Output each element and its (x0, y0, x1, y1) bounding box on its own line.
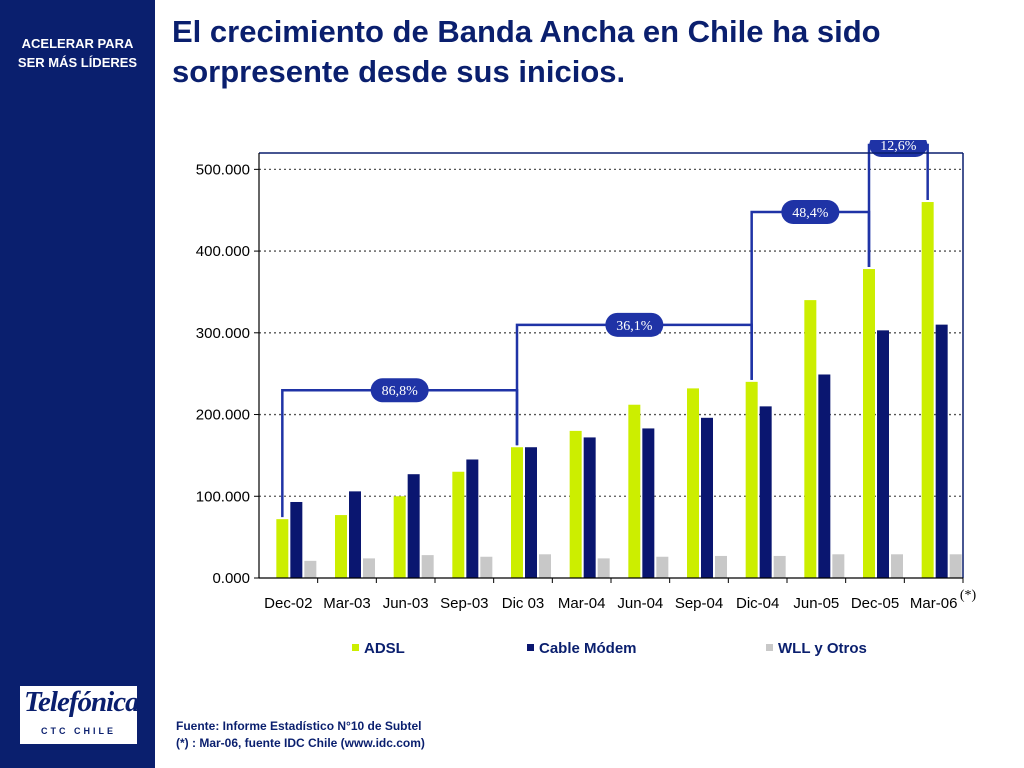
legend-swatch (766, 644, 773, 651)
y-tick-label: 200.000 (196, 407, 250, 424)
wll-otros-bar (304, 560, 317, 578)
cable-modem-bar (349, 491, 361, 578)
adsl-bar (804, 300, 817, 578)
adsl-bar (335, 515, 347, 578)
wll-otros-bar (891, 554, 903, 578)
adsl-bar (276, 519, 289, 578)
cable-modem-bar (701, 417, 713, 578)
x-tick-label: Jun-05 (793, 595, 839, 612)
adsl-bar (687, 388, 699, 578)
adsl-bar (863, 269, 875, 578)
wll-otros-bar (363, 558, 375, 578)
x-tick-label: Dic 03 (502, 595, 545, 612)
y-tick-label: 500.000 (196, 161, 250, 178)
x-tick-label: Dec-05 (851, 595, 899, 612)
sidebar: ACELERAR PARA SER MÁS LÍDERES Telefónica… (0, 0, 155, 768)
x-tick-label: Jun-03 (383, 595, 429, 612)
x-tick-label: Sep-04 (675, 595, 723, 612)
x-tick-label: Sep-03 (440, 595, 488, 612)
x-tick-label: Dec-02 (264, 595, 312, 612)
legend-swatch (352, 644, 359, 651)
cable-modem-bar (290, 501, 303, 578)
wll-otros-bar (421, 555, 434, 578)
cable-modem-bar (525, 447, 537, 578)
tagline-line-1: ACELERAR PARA (21, 36, 134, 51)
footnote-line-2: (*) : Mar-06, fuente IDC Chile (www.idc.… (176, 736, 425, 750)
bars-layer (276, 202, 962, 579)
growth-label: 12,6% (880, 140, 917, 154)
slide-title: El crecimiento de Banda Ancha en Chile h… (172, 12, 1002, 92)
legend-label: ADSL (364, 640, 405, 657)
category-note: (*) (960, 588, 977, 603)
wll-otros-bar (715, 555, 727, 578)
broadband-bar-chart: 86,8% 36,1% 48,4% 12,6% 0.000 100.000 200.000… (196, 140, 977, 657)
legend-swatch (527, 644, 534, 651)
cable-modem-bar (877, 330, 889, 578)
growth-label: 48,4% (792, 206, 829, 221)
wll-otros-bar (656, 556, 669, 578)
source-footnote: Fuente: Informe Estadístico N°10 de Subt… (176, 718, 425, 752)
adsl-bar (393, 496, 406, 578)
growth-pill (370, 378, 429, 403)
adsl-bar (628, 404, 641, 578)
title-line-1: El crecimiento de Banda Ancha en Chile h… (172, 14, 881, 49)
wll-otros-bar (480, 556, 493, 578)
tagline: ACELERAR PARA SER MÁS LÍDERES (0, 34, 155, 72)
logo-subtitle: CTC CHILE (41, 726, 116, 736)
growth-pill (605, 312, 664, 337)
growth-label: 86,8% (382, 384, 419, 399)
x-tick-label: Mar-04 (558, 595, 606, 612)
growth-bracket (867, 143, 929, 268)
cable-modem-bar (759, 406, 772, 578)
x-tick-label: Mar-06 (910, 595, 958, 612)
wll-otros-bar (832, 554, 845, 578)
adsl-bar (921, 202, 934, 579)
annotations-layer: 86,8% 36,1% 48,4% 12,6% (281, 140, 929, 518)
adsl-bar (745, 381, 758, 578)
cable-modem-bar (935, 324, 948, 578)
adsl-bar (511, 447, 523, 578)
wll-otros-bar (949, 554, 962, 578)
y-tick-label: 0.000 (212, 570, 250, 587)
wll-otros-bar (773, 555, 786, 578)
y-tick-label: 100.000 (196, 488, 250, 505)
cable-modem-bar (407, 474, 420, 578)
x-tick-label: Jun-04 (617, 595, 663, 612)
cable-modem-bar (818, 374, 831, 578)
footnote-line-1: Fuente: Informe Estadístico N°10 de Subt… (176, 719, 422, 733)
legend-label: WLL y Otros (778, 640, 867, 657)
cable-modem-bar (583, 437, 596, 578)
telefonica-logo: Telefónica CTC CHILE (20, 686, 140, 744)
growth-pill (781, 200, 840, 225)
y-tick-label: 300.000 (196, 325, 250, 342)
wll-otros-bar (539, 554, 551, 578)
adsl-bar (569, 430, 582, 578)
wll-otros-bar (597, 558, 610, 578)
x-tick-label: Mar-03 (323, 595, 371, 612)
legend-layer: ADSL Cable Módem WLL y Otros (352, 640, 867, 657)
tagline-line-2: SER MÁS LÍDERES (17, 55, 138, 70)
cable-modem-bar (642, 428, 655, 578)
axis-layer: 0.000 100.000 200.000 300.000 400.000 500.000… (196, 152, 977, 612)
y-tick-label: 400.000 (196, 243, 250, 260)
legend-label: Cable Módem (539, 640, 637, 657)
cable-modem-bar (466, 459, 479, 578)
growth-label: 36,1% (616, 319, 653, 334)
adsl-bar (452, 471, 465, 578)
title-line-2: sorpresente desde sus inicios. (172, 54, 626, 89)
x-tick-label: Dic-04 (736, 595, 779, 612)
logo-wordmark: Telefónica (24, 686, 140, 718)
